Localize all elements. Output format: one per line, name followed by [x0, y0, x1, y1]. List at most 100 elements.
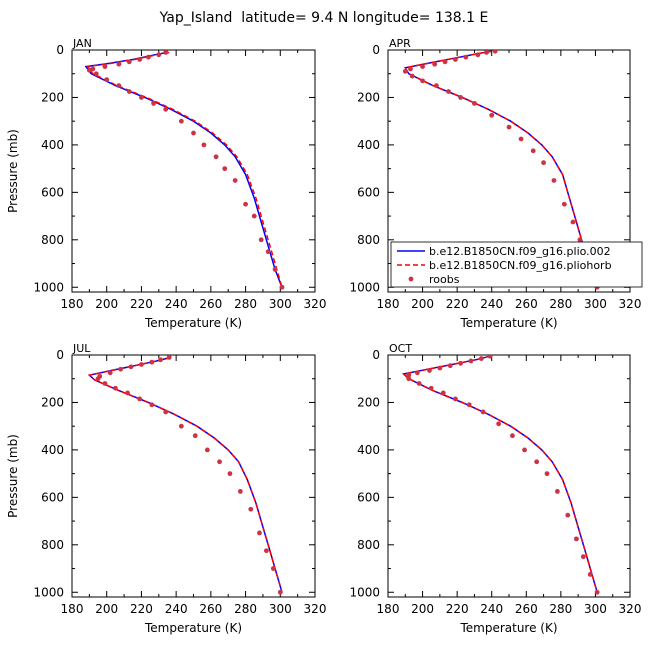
roobs-point [232, 178, 238, 183]
y-tick-label: 0 [56, 348, 64, 362]
legend-entry: b.e12.B1850CN.f09_g16.pliohorb [429, 259, 612, 272]
y-tick-label: 200 [357, 90, 380, 104]
roobs-point [480, 409, 486, 415]
roobs-point [447, 363, 453, 369]
roobs-point [270, 566, 276, 571]
roobs-point [257, 530, 262, 536]
roobs-point [478, 356, 484, 361]
x-tick-label: 200 [411, 602, 434, 616]
pliohorb-line [402, 355, 598, 593]
roobs-point [217, 459, 222, 465]
roobs-point [166, 355, 172, 360]
y-tick-label: 1000 [349, 585, 380, 599]
y-tick-label: 200 [41, 395, 64, 409]
roobs-point [551, 178, 557, 183]
panel-label: OCT [389, 342, 412, 355]
roobs-point [251, 213, 257, 219]
legend: b.e12.B1850CN.f09_g16.plio.002b.e12.B185… [390, 241, 643, 288]
y-tick-label: 600 [41, 490, 64, 504]
roobs-point [466, 402, 472, 408]
roobs-point [264, 548, 269, 554]
y-tick-label: 800 [357, 538, 380, 552]
roobs-point [277, 589, 283, 595]
x-tick-label: 280 [234, 602, 257, 616]
roobs-point [137, 57, 143, 62]
roobs-point [116, 83, 122, 88]
roobs-point [178, 118, 184, 124]
x-tick-label: 180 [377, 297, 400, 311]
chart-panel-jan: 180 200 220 240 260 280 300 320 0 200 400 600 800 100… [6, 37, 326, 330]
roobs-point [446, 89, 451, 94]
y-tick-label: 0 [372, 348, 380, 362]
y-tick-label: 400 [41, 443, 64, 457]
y-tick-label: 200 [41, 90, 64, 104]
roobs-point [487, 355, 493, 359]
roobs-point [510, 433, 515, 439]
plot-frame [71, 49, 316, 293]
roobs-point [227, 471, 233, 477]
roobs-point [468, 358, 474, 364]
figure-title: Yap_Island latitude= 9.4 N longitude= 13… [159, 10, 489, 26]
x-tick-label: 180 [61, 297, 84, 311]
roobs-point [409, 73, 415, 79]
plio002-line [84, 51, 283, 288]
x-axis-label: Temperature (K) [459, 621, 557, 635]
roobs-point [265, 249, 271, 255]
x-tick-label: 180 [377, 602, 400, 616]
roobs-point [574, 536, 579, 542]
x-axis-label: Temperature (K) [144, 316, 242, 330]
roobs-point [222, 166, 228, 172]
roobs-point [420, 64, 425, 70]
roobs-point [258, 237, 264, 243]
roobs-point [440, 390, 446, 396]
roobs-point [484, 50, 489, 55]
roobs-point [453, 396, 458, 402]
y-tick-label: 600 [357, 490, 380, 504]
roobs-point [442, 59, 448, 65]
x-tick-label: 300 [584, 602, 607, 616]
x-tick-label: 280 [549, 297, 572, 311]
x-tick-label: 240 [480, 602, 503, 616]
x-tick-label: 300 [269, 602, 292, 616]
roobs-point [427, 368, 432, 373]
roobs-point [472, 100, 477, 106]
legend-marker [408, 276, 414, 282]
roobs-point [192, 433, 198, 439]
x-axis-label: Temperature (K) [459, 316, 557, 330]
plot-area [87, 355, 283, 595]
roobs-point [128, 364, 134, 370]
roobs-point [158, 357, 163, 363]
plio002-line [402, 355, 598, 593]
x-tick-label: 260 [515, 297, 538, 311]
roobs-point [458, 360, 463, 366]
roobs-point [248, 506, 254, 512]
x-tick-label: 300 [269, 297, 292, 311]
plot-area [402, 355, 600, 595]
roobs-point [102, 64, 108, 70]
x-tick-label: 320 [304, 602, 327, 616]
x-tick-label: 240 [165, 602, 188, 616]
x-tick-label: 220 [130, 297, 153, 311]
roobs-point [518, 136, 524, 142]
roobs-point [458, 95, 463, 100]
panel-label: JUL [72, 342, 91, 355]
roobs-point [534, 459, 540, 465]
roobs-point [116, 61, 122, 67]
x-tick-label: 200 [411, 297, 434, 311]
x-tick-label: 220 [446, 602, 469, 616]
roobs-point [402, 68, 408, 74]
roobs-point [125, 390, 130, 396]
roobs-point [506, 124, 512, 130]
y-tick-label: 0 [56, 43, 64, 57]
x-tick-label: 200 [95, 297, 118, 311]
chart-panel-oct: 180 200 220 240 260 280 300 320 0 200 400 600 800 100… [349, 342, 641, 635]
y-tick-label: 1000 [33, 585, 64, 599]
y-tick-label: 800 [357, 233, 380, 247]
roobs-point [475, 52, 481, 58]
y-tick-label: 1000 [349, 280, 380, 294]
roobs-point [492, 50, 498, 54]
roobs-point [191, 130, 196, 136]
roobs-point [151, 100, 156, 106]
roobs-point [594, 589, 600, 595]
plot-frame [387, 354, 631, 598]
